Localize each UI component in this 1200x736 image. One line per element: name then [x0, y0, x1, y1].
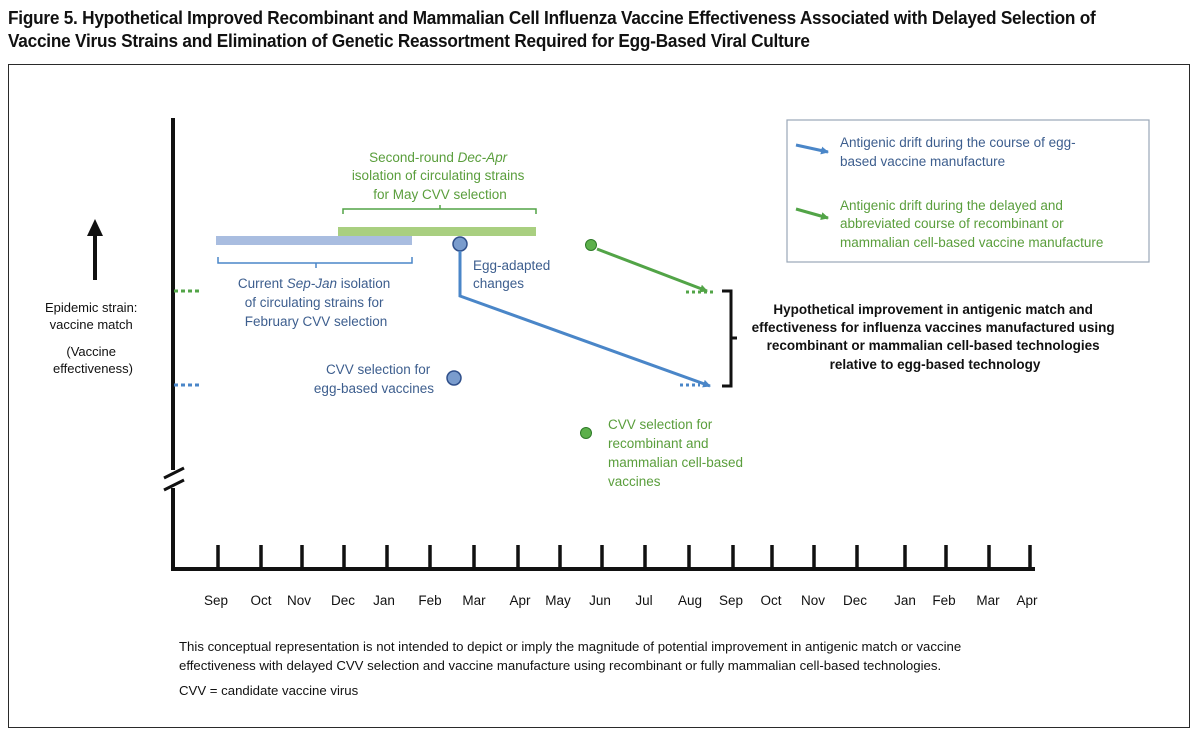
figure-title: Figure 5. Hypothetical Improved Recombin…	[8, 7, 1096, 51]
current-bracket	[217, 257, 413, 264]
recombinant-start-dot	[585, 239, 597, 251]
legend-green-label: Antigenic drift during the delayed and a…	[840, 198, 1103, 250]
cvv-recombinant-label: CVV selection for recombinant and mammal…	[608, 417, 747, 489]
month-label: Nov	[801, 593, 825, 608]
legend-blue-label: Antigenic drift during the course of egg…	[840, 135, 1079, 169]
month-label: Sep	[204, 593, 228, 608]
up-arrow-icon	[87, 219, 103, 236]
legend-green-arrow	[795, 207, 829, 220]
month-label: Aug	[678, 593, 702, 608]
improvement-bracket	[722, 289, 733, 388]
current-isolation-label: Current Sep-Jan isolation of circulating…	[238, 276, 394, 329]
month-label: Jun	[589, 593, 611, 608]
egg-adapted-label: Egg-adapted changes	[473, 258, 554, 291]
legend-box	[786, 119, 1150, 263]
axis-break-mark-2	[163, 478, 185, 492]
footnote-abbreviation: CVV = candidate vaccine virus	[179, 683, 359, 698]
egg-start-dot	[452, 236, 468, 252]
second-round-isolation-bar	[338, 227, 536, 236]
month-label: Jan	[373, 593, 395, 608]
egg-drift-arrow	[458, 251, 711, 388]
cvv-egg-label: CVV selection for egg-based vaccines	[314, 362, 434, 396]
month-label: Apr	[509, 593, 531, 608]
figure-frame	[8, 64, 1190, 728]
month-label: Jan	[894, 593, 916, 608]
month-label: Feb	[932, 593, 955, 608]
axis-break-mark-1	[163, 466, 185, 480]
month-label: Dec	[331, 593, 355, 608]
month-label: Nov	[287, 593, 311, 608]
month-label: Oct	[760, 593, 781, 608]
month-label: May	[545, 593, 571, 608]
month-label: Feb	[418, 593, 441, 608]
current-isolation-bar	[216, 236, 412, 245]
month-label: Apr	[1016, 593, 1038, 608]
month-label: Jul	[635, 593, 652, 608]
month-label: Dec	[843, 593, 867, 608]
cvv-egg-dot	[446, 370, 462, 386]
month-label: Mar	[976, 593, 1000, 608]
second-round-bracket	[342, 208, 537, 214]
legend-blue-arrow	[795, 143, 829, 155]
month-label: Oct	[250, 593, 271, 608]
improvement-label: Hypothetical improvement in antigenic ma…	[752, 302, 1119, 372]
recombinant-drift-arrow	[596, 247, 708, 293]
footnote: This conceptual representation is not in…	[179, 639, 965, 673]
x-axis-month-labels: Sep Oct Nov Dec Jan Feb Mar Apr May Jun Jul Aug Sep O…	[204, 593, 1038, 608]
y-axis-label: Epidemic strain: vaccine match (Vaccine …	[45, 300, 141, 376]
month-label: Mar	[462, 593, 486, 608]
x-axis-ticks	[216, 545, 1032, 569]
cvv-recombinant-dot	[580, 427, 592, 439]
month-label: Sep	[719, 593, 743, 608]
second-round-label: Second-round Dec-Apr isolation of circul…	[352, 150, 528, 202]
